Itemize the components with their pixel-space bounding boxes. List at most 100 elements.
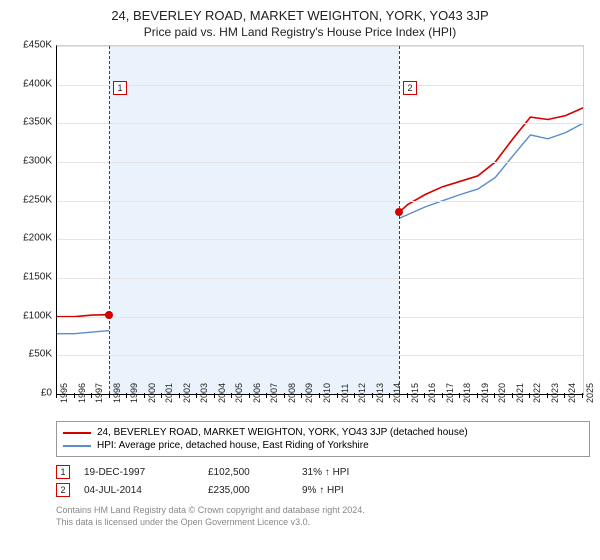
- x-tick: [144, 393, 145, 398]
- y-axis-label: £50K: [10, 349, 52, 360]
- sale-date: 19-DEC-1997: [84, 467, 194, 478]
- gridline: [57, 239, 583, 240]
- x-axis-label: 2007: [269, 383, 279, 403]
- x-tick: [424, 393, 425, 398]
- marker-vline: [399, 46, 400, 394]
- x-tick: [442, 393, 443, 398]
- gridline: [57, 355, 583, 356]
- x-tick: [389, 393, 390, 398]
- x-tick: [494, 393, 495, 398]
- chart-title: 24, BEVERLEY ROAD, MARKET WEIGHTON, YORK…: [0, 0, 600, 23]
- x-axis-label: 2022: [532, 383, 542, 403]
- x-tick: [266, 393, 267, 398]
- x-axis-label: 2009: [304, 383, 314, 403]
- sale-row: 1 19-DEC-1997 £102,500 31% ↑ HPI: [56, 463, 590, 481]
- gridline: [57, 201, 583, 202]
- legend-label: HPI: Average price, detached house, East…: [97, 440, 369, 451]
- y-axis-label: £300K: [10, 156, 52, 167]
- x-axis-label: 2005: [234, 383, 244, 403]
- y-axis-label: £400K: [10, 78, 52, 89]
- x-axis-label: 2010: [322, 383, 332, 403]
- gridline: [57, 46, 583, 47]
- x-axis-label: 1996: [77, 383, 87, 403]
- legend-swatch: [63, 445, 91, 447]
- x-tick: [301, 393, 302, 398]
- x-tick: [74, 393, 75, 398]
- sale-vs-hpi: 9% ↑ HPI: [302, 485, 392, 496]
- x-axis-label: 2021: [515, 383, 525, 403]
- x-tick: [547, 393, 548, 398]
- x-axis-label: 2012: [357, 383, 367, 403]
- x-tick: [582, 393, 583, 398]
- x-tick: [249, 393, 250, 398]
- x-axis-label: 2023: [550, 383, 560, 403]
- x-tick: [231, 393, 232, 398]
- x-tick: [284, 393, 285, 398]
- x-tick: [512, 393, 513, 398]
- legend-item: 24, BEVERLEY ROAD, MARKET WEIGHTON, YORK…: [63, 426, 583, 439]
- sale-vs-hpi: 31% ↑ HPI: [302, 467, 392, 478]
- sale-number-badge: 2: [56, 483, 70, 497]
- x-tick: [407, 393, 408, 398]
- sale-row: 204-JUL-2014£235,0009% ↑ HPI: [56, 481, 590, 499]
- x-tick: [319, 393, 320, 398]
- y-axis-label: £100K: [10, 310, 52, 321]
- plot-region: 12: [56, 45, 584, 395]
- legend: 24, BEVERLEY ROAD, MARKET WEIGHTON, YORK…: [56, 421, 590, 457]
- x-tick: [214, 393, 215, 398]
- gridline: [57, 162, 583, 163]
- y-axis-label: £250K: [10, 194, 52, 205]
- legend-swatch: [63, 432, 91, 434]
- x-tick: [459, 393, 460, 398]
- x-axis-label: 1999: [129, 383, 139, 403]
- x-axis-label: 1995: [59, 383, 69, 403]
- x-axis-label: 2006: [252, 383, 262, 403]
- x-tick: [354, 393, 355, 398]
- y-axis-label: £350K: [10, 117, 52, 128]
- marker-vline: [109, 46, 110, 394]
- chart-area: 12 £0£50K£100K£150K£200K£250K£300K£350K£…: [10, 45, 590, 415]
- x-axis-label: 2011: [340, 384, 350, 403]
- x-axis-label: 2019: [480, 383, 490, 403]
- x-tick: [91, 393, 92, 398]
- gridline: [57, 278, 583, 279]
- x-axis-label: 2002: [182, 383, 192, 403]
- marker-label: 1: [113, 81, 127, 95]
- shaded-period: [109, 46, 399, 394]
- sale-price: £102,500: [208, 467, 288, 478]
- marker-point: [395, 208, 403, 216]
- x-axis-label: 2024: [567, 383, 577, 403]
- gridline: [57, 85, 583, 86]
- y-axis-label: £450K: [10, 40, 52, 51]
- sales-table: 1 19-DEC-1997 £102,500 31% ↑ HPI 2 04-JUL-201…: [56, 463, 590, 499]
- x-axis-label: 2020: [497, 383, 507, 403]
- x-axis-label: 2015: [410, 383, 420, 403]
- x-tick: [109, 393, 110, 398]
- legend-label: 24, BEVERLEY ROAD, MARKET WEIGHTON, YORK…: [97, 427, 468, 438]
- x-axis-label: 2013: [375, 383, 385, 403]
- y-axis-label: £200K: [10, 233, 52, 244]
- x-axis-label: 2025: [585, 383, 595, 403]
- x-tick: [161, 393, 162, 398]
- x-axis-label: 2001: [164, 383, 174, 403]
- y-axis-label: £150K: [10, 272, 52, 283]
- x-tick: [56, 393, 57, 398]
- footer: Contains HM Land Registry data © Crown c…: [56, 505, 590, 528]
- x-axis-label: 2017: [445, 383, 455, 403]
- sale-number-badge: 1: [56, 465, 70, 479]
- x-axis-label: 2014: [392, 383, 402, 403]
- x-tick: [372, 393, 373, 398]
- gridline: [57, 123, 583, 124]
- x-tick: [529, 393, 530, 398]
- x-tick: [179, 393, 180, 398]
- x-axis-label: 2003: [199, 383, 209, 403]
- x-axis-label: 1997: [94, 383, 104, 403]
- x-tick: [477, 393, 478, 398]
- sale-date: 04-JUL-2014: [84, 485, 194, 496]
- marker-label: 2: [403, 81, 417, 95]
- x-axis-label: 2004: [217, 383, 227, 403]
- x-tick: [337, 393, 338, 398]
- x-axis-label: 1998: [112, 383, 122, 403]
- chart-subtitle: Price paid vs. HM Land Registry's House …: [0, 23, 600, 45]
- x-axis-label: 2008: [287, 383, 297, 403]
